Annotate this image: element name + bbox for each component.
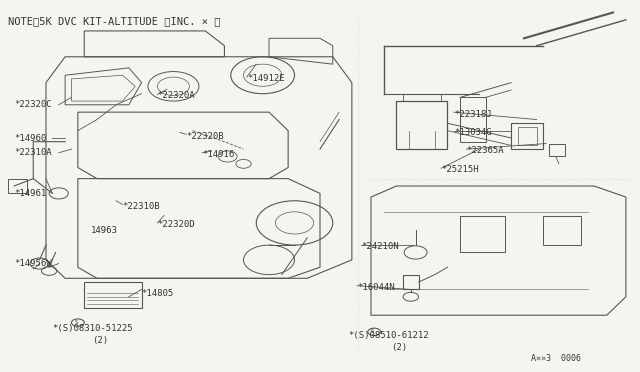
Text: *14912E: *14912E <box>246 74 284 83</box>
Bar <box>543 215 581 245</box>
Text: *22320C: *22320C <box>14 100 52 109</box>
Text: *14956W: *14956W <box>14 259 52 268</box>
Text: *14960: *14960 <box>14 134 46 142</box>
Bar <box>403 275 419 289</box>
Text: *14961: *14961 <box>14 189 46 198</box>
Text: A»»3  0006: A»»3 0006 <box>531 354 581 363</box>
Text: *(S)08310-51225: *(S)08310-51225 <box>52 324 133 333</box>
Bar <box>511 123 543 149</box>
Bar <box>84 282 141 308</box>
Text: *14916: *14916 <box>202 150 234 159</box>
Bar <box>460 215 505 253</box>
Text: *13034G: *13034G <box>454 128 492 137</box>
Text: (2): (2) <box>392 343 408 352</box>
Bar <box>403 94 441 101</box>
Text: S: S <box>74 320 77 325</box>
Text: NOTE∰5K DVC KIT-ALTITUDE （INC. × ）: NOTE∰5K DVC KIT-ALTITUDE （INC. × ） <box>8 16 220 26</box>
Text: *22320D: *22320D <box>157 220 195 229</box>
Text: *24210N: *24210N <box>362 243 399 251</box>
Text: S: S <box>371 329 374 334</box>
Text: *(S)08510-61212: *(S)08510-61212 <box>349 331 429 340</box>
Text: *22310B: *22310B <box>122 202 160 211</box>
Text: *22320B: *22320B <box>186 132 224 141</box>
Text: *14805: *14805 <box>141 289 174 298</box>
Text: *22318J: *22318J <box>454 109 492 119</box>
Bar <box>549 144 565 157</box>
Text: *22365A: *22365A <box>467 147 504 155</box>
Text: (2): (2) <box>92 336 108 345</box>
Text: *25215H: *25215H <box>441 165 479 174</box>
Text: *16044N: *16044N <box>357 283 395 292</box>
Bar <box>518 127 537 145</box>
Text: 14963: 14963 <box>91 226 118 235</box>
Text: *22320A: *22320A <box>157 91 195 100</box>
Bar <box>8 179 27 193</box>
Text: *22310A: *22310A <box>14 148 52 157</box>
Bar <box>396 101 447 149</box>
